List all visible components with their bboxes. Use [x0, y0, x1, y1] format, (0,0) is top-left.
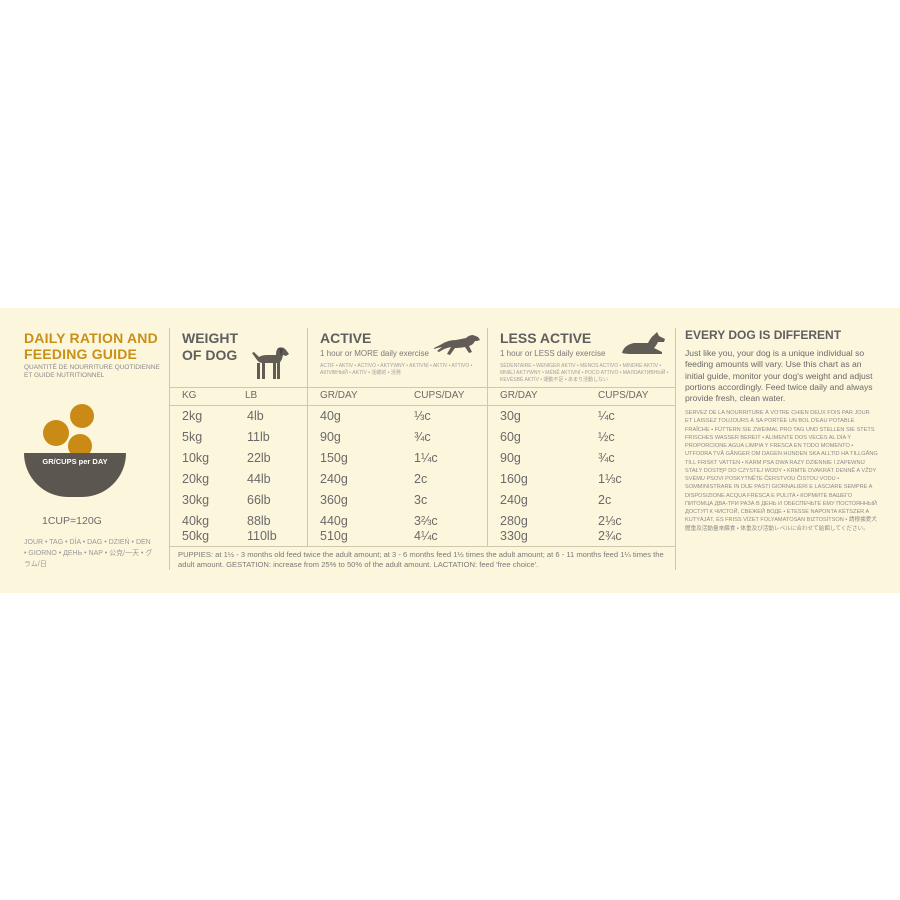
active-title: ACTIVE — [320, 330, 372, 346]
guide-subtitle: QUANTITÉ DE NOURRITURE QUOTIDIENNE ET GU… — [24, 364, 160, 379]
divider — [307, 328, 308, 546]
col-head-less-gr: GR/DAY — [500, 390, 538, 401]
cell-less-gr: 90g — [500, 451, 521, 465]
per-day-translations: JOUR • TAG • DÍA • DAG • DZIEŃ • DEN • G… — [24, 539, 153, 568]
col-head-kg: KG — [182, 390, 197, 401]
col-head-lb: LB — [245, 390, 258, 401]
divider — [170, 387, 675, 388]
puppy-gestation-footnote: PUPPIES: at 1½ - 3 months old feed twice… — [178, 550, 664, 569]
cell-active-gr: 90g — [320, 430, 341, 444]
cell-active-gr: 360g — [320, 493, 348, 507]
kibble-icon — [70, 404, 94, 428]
dog-lying-icon — [622, 332, 665, 354]
divider — [169, 328, 170, 570]
cup-equivalence: 1CUP=120G — [42, 515, 102, 527]
cell-active-gr: 40g — [320, 409, 341, 423]
cell-less-gr: 280g — [500, 514, 528, 528]
every-dog-title: EVERY DOG IS DIFFERENT — [685, 328, 842, 342]
divider — [170, 546, 675, 547]
cell-lb: 88lb — [247, 514, 271, 528]
cell-active-cups: ⅓c — [414, 409, 431, 423]
cell-kg: 50kg — [182, 529, 210, 543]
cell-active-cups: 2c — [414, 472, 428, 486]
cell-less-cups: ½c — [598, 430, 615, 444]
cell-lb: 110lb — [247, 529, 277, 543]
cell-less-gr: 240g — [500, 493, 528, 507]
cell-active-gr: 510g — [320, 529, 348, 543]
cell-kg: 5kg — [182, 430, 203, 444]
col-head-active-cups: CUPS/DAY — [414, 390, 465, 401]
col-head-active-gr: GR/DAY — [320, 390, 358, 401]
dog-standing-icon — [252, 347, 289, 379]
cell-kg: 40kg — [182, 514, 210, 528]
cell-active-cups: 3⅔c — [414, 514, 438, 528]
less-active-translations: SÉDENTAIRE • WENIGER AKTIV • MENOS ACTIV… — [500, 363, 669, 383]
cell-lb: 22lb — [247, 451, 271, 465]
divider — [170, 405, 675, 406]
less-active-title: LESS ACTIVE — [500, 330, 592, 346]
dog-running-icon — [434, 335, 480, 355]
cell-less-cups: 1⅓c — [598, 472, 622, 486]
cell-kg: 30kg — [182, 493, 210, 507]
cell-less-gr: 160g — [500, 472, 528, 486]
cell-less-gr: 60g — [500, 430, 521, 444]
cell-less-gr: 30g — [500, 409, 521, 423]
cell-kg: 20kg — [182, 472, 210, 486]
cell-less-cups: 2¾c — [598, 529, 622, 543]
guide-title: DAILY RATION AND FEEDING GUIDE — [24, 330, 158, 362]
col-head-less-cups: CUPS/DAY — [598, 390, 649, 401]
cell-lb: 66lb — [247, 493, 271, 507]
feeding-guide-panel: DAILY RATION AND FEEDING GUIDE QUANTITÉ … — [0, 308, 900, 593]
active-translations: ACTIF • AKTIV • ACTIVO • AKTYWNY • AKTIV… — [320, 363, 473, 376]
divider — [487, 328, 488, 546]
every-dog-body: Just like you, your dog is a unique indi… — [685, 348, 873, 404]
cell-less-cups: ¾c — [598, 451, 615, 465]
cell-lb: 11lb — [247, 430, 270, 444]
every-dog-translations: SERVEZ DE LA NOURRITURE À VOTRE CHIEN DE… — [685, 410, 878, 532]
less-active-subtitle: 1 hour or LESS daily exercise — [500, 349, 606, 358]
cell-less-cups: ¼c — [598, 409, 615, 423]
divider — [675, 328, 676, 570]
cell-active-gr: 440g — [320, 514, 348, 528]
weight-title-line1: WEIGHT — [182, 330, 238, 346]
active-subtitle: 1 hour or MORE daily exercise — [320, 349, 429, 358]
cell-active-cups: 1¼c — [414, 451, 438, 465]
bowl-shape: GR/CUPS per DAY — [24, 453, 126, 497]
cell-active-cups: 3c — [414, 493, 428, 507]
bowl-label: GR/CUPS per DAY — [42, 457, 108, 466]
cell-less-cups: 2⅓c — [598, 514, 622, 528]
cell-active-cups: 4¼c — [414, 529, 438, 543]
cell-kg: 10kg — [182, 451, 210, 465]
weight-title-line2: OF DOG — [182, 347, 238, 363]
cell-less-cups: 2c — [598, 493, 612, 507]
cell-active-gr: 240g — [320, 472, 348, 486]
cell-active-cups: ¾c — [414, 430, 431, 444]
cell-kg: 2kg — [182, 409, 203, 423]
cell-less-gr: 330g — [500, 529, 528, 543]
kibble-icon — [43, 420, 69, 446]
cell-lb: 4lb — [247, 409, 264, 423]
cell-lb: 44lb — [247, 472, 271, 486]
food-bowl-icon: GR/CUPS per DAY — [24, 398, 129, 503]
cell-active-gr: 150g — [320, 451, 348, 465]
